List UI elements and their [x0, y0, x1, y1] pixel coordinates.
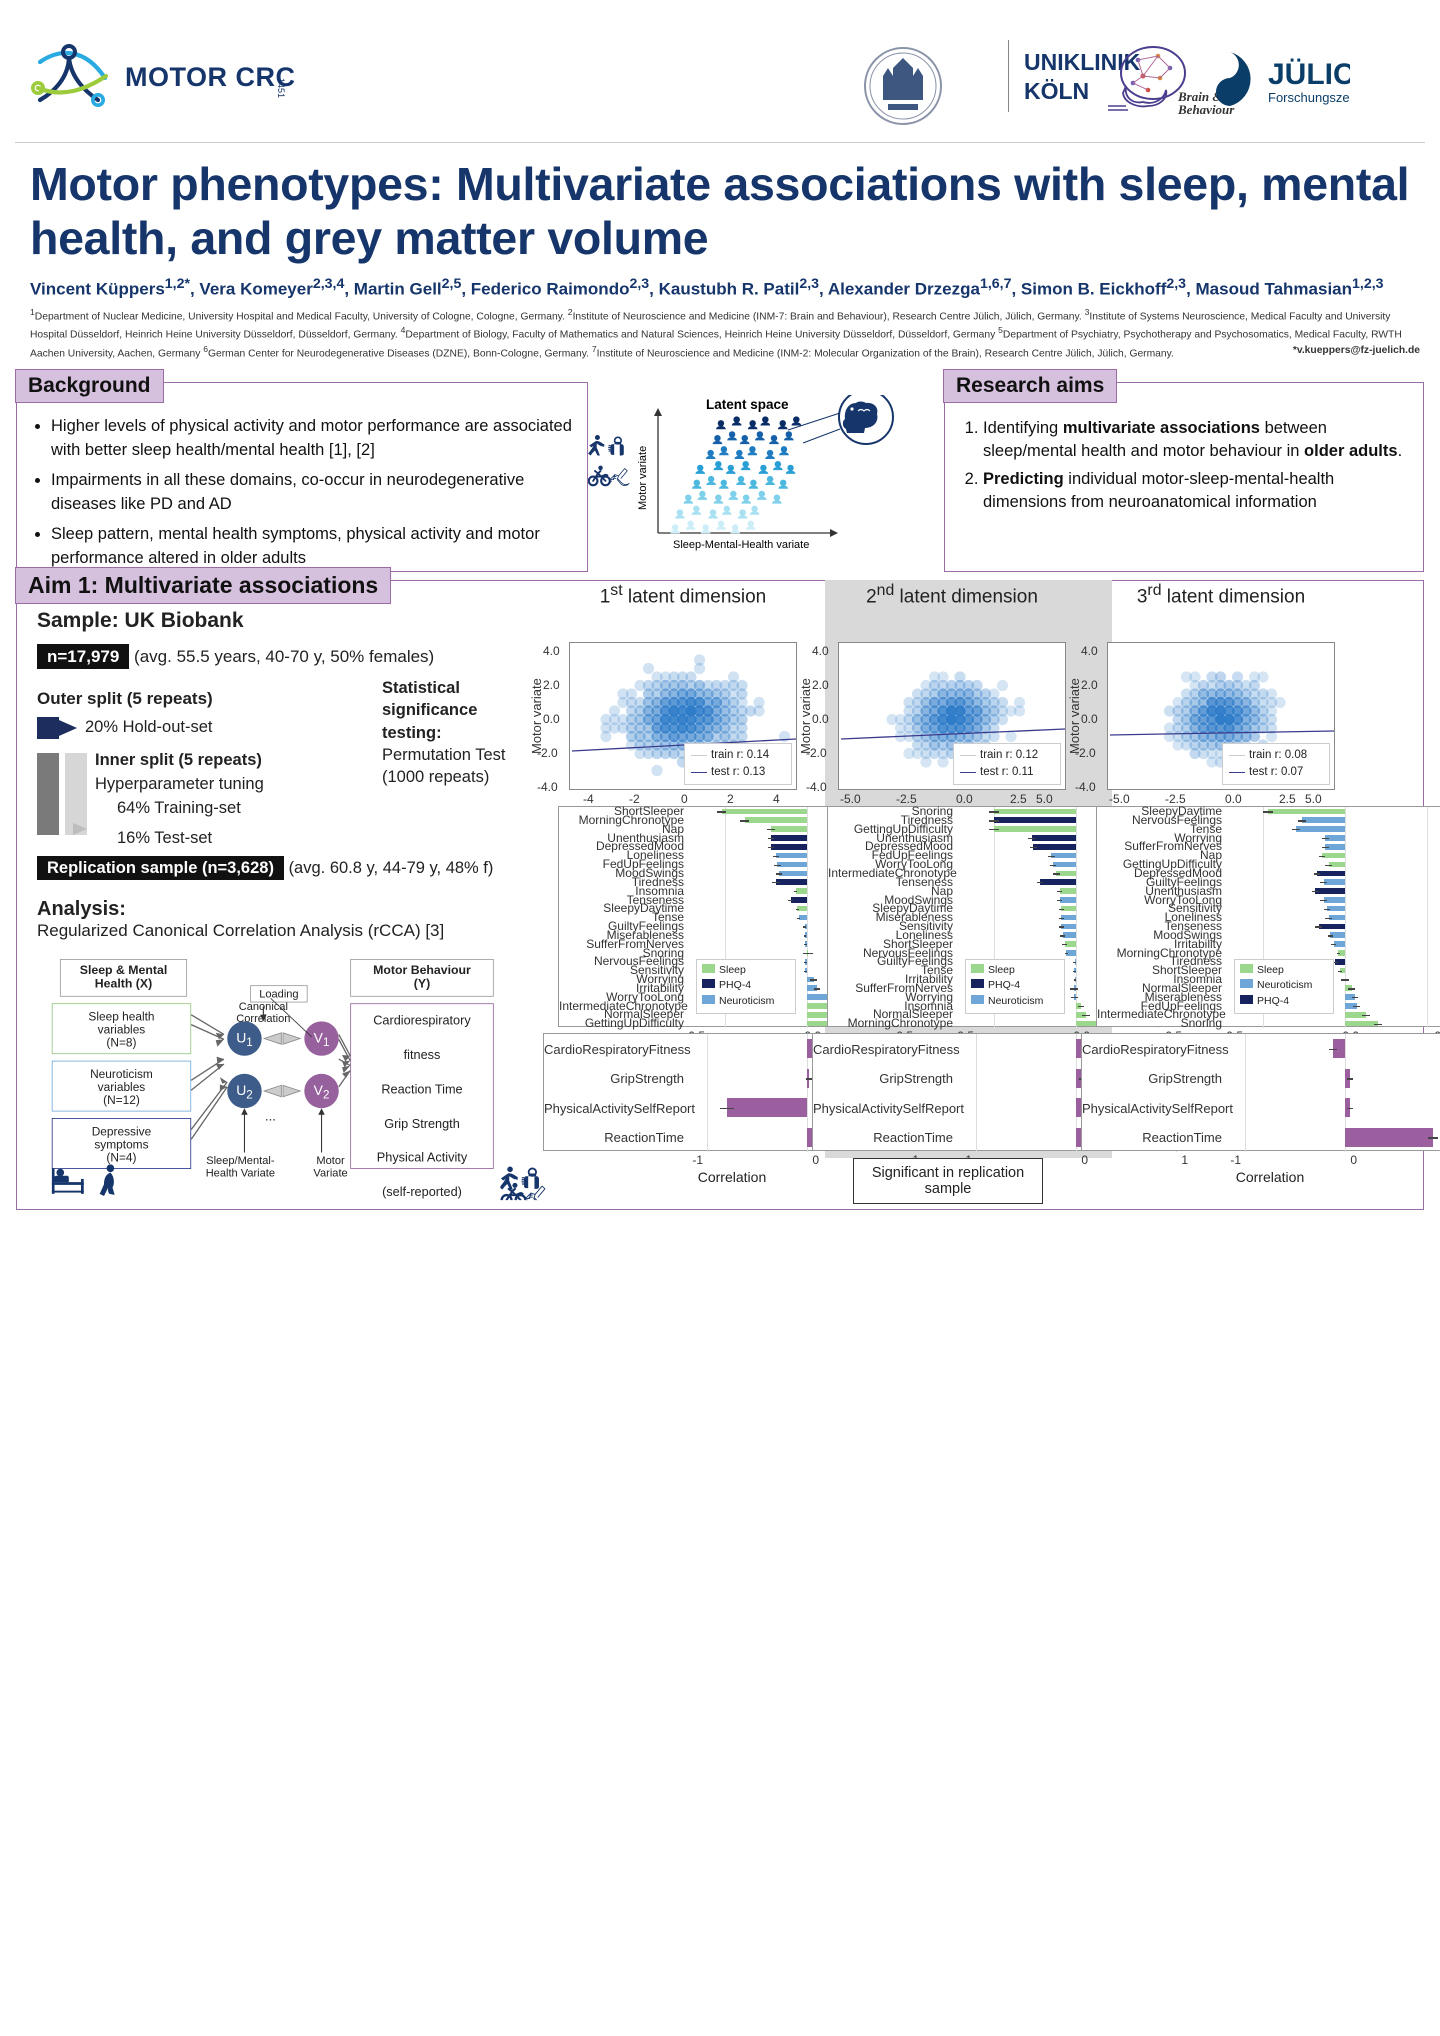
svg-text:Motor variate: Motor variate — [637, 446, 649, 510]
svg-text:MOTOR CRC: MOTOR CRC — [125, 62, 296, 92]
svg-text:JÜLICH: JÜLICH — [1268, 58, 1350, 91]
svg-text:Sleep-Mental-Health variate: Sleep-Mental-Health variate — [673, 539, 809, 551]
svg-text:Latent space: Latent space — [706, 397, 789, 412]
svg-text:Forschungszentrum: Forschungszentrum — [1268, 90, 1350, 105]
svg-text:1451: 1451 — [276, 78, 286, 98]
